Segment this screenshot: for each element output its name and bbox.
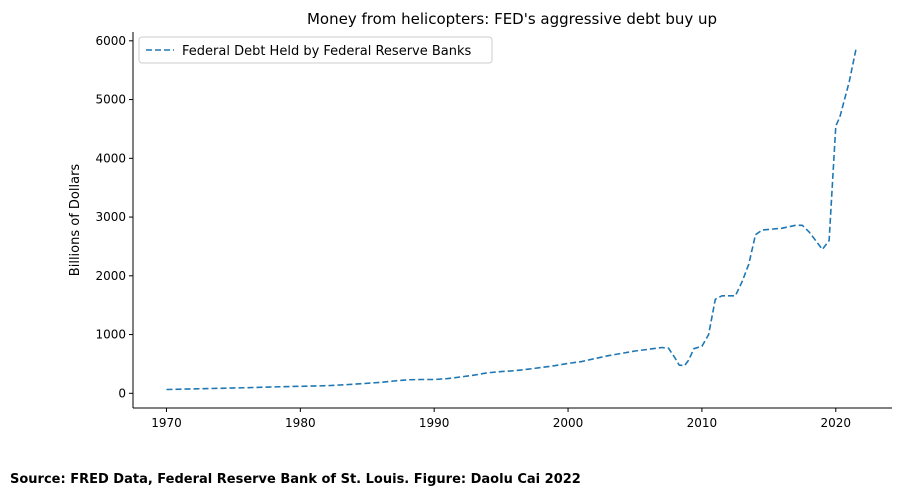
- y-tick-label: 6000: [95, 34, 126, 48]
- source-caption: Source: FRED Data, Federal Reserve Bank …: [10, 472, 581, 487]
- y-tick-label: 3000: [95, 210, 126, 224]
- legend-box: [138, 36, 493, 64]
- chart-title: Money from helicopters: FED's aggressive…: [307, 10, 717, 28]
- y-axis-label: Billions of Dollars: [68, 164, 83, 277]
- ticks: 1970 1980 1990 2000 2010 2020 0 1000 2000 3000 400…: [95, 34, 851, 430]
- line-chart: Money from helicopters: FED's aggressive…: [68, 10, 892, 430]
- series-layer: [166, 49, 857, 391]
- x-tick-label: 1970: [151, 416, 182, 430]
- y-tick-label: 4000: [95, 151, 126, 165]
- y-tick-label: 5000: [95, 93, 126, 107]
- legend-label: Federal Debt Held by Federal Reserve Ban…: [182, 44, 472, 59]
- x-tick-label: 1990: [419, 416, 450, 430]
- x-tick-label: 2020: [821, 416, 852, 430]
- y-tick-label: 1000: [95, 328, 126, 342]
- x-tick-label: 2000: [553, 416, 584, 430]
- axes: [132, 32, 892, 409]
- x-tick-label: 1980: [285, 416, 316, 430]
- y-tick-label: 2000: [95, 269, 126, 283]
- y-tick-label: 0: [118, 386, 126, 400]
- legend: Federal Debt Held by Federal Reserve Ban…: [138, 36, 493, 64]
- x-tick-label: 2010: [687, 416, 718, 430]
- series-line: [166, 49, 857, 391]
